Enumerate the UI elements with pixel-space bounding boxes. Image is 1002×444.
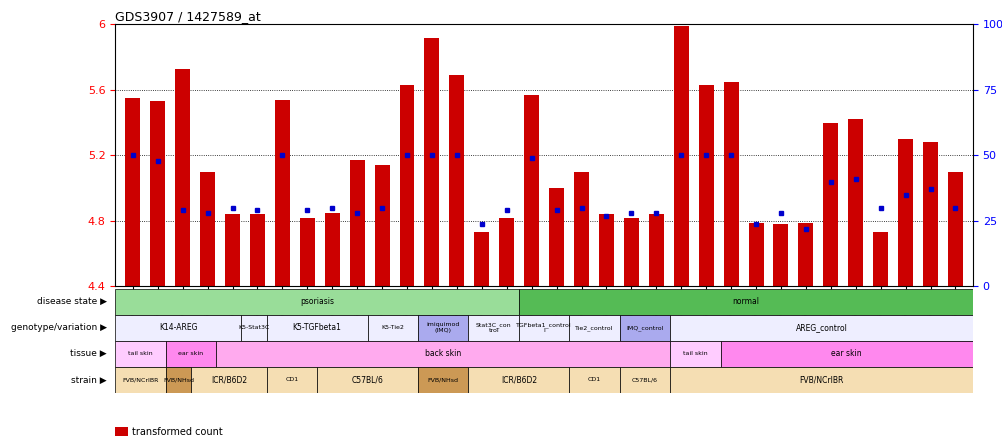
Text: K5-Stat3C: K5-Stat3C bbox=[238, 325, 270, 330]
Bar bbox=[669, 315, 972, 341]
Bar bbox=[241, 315, 267, 341]
Bar bbox=[200, 172, 214, 286]
Bar bbox=[125, 98, 140, 286]
Bar bbox=[424, 38, 439, 286]
Text: tail skin: tail skin bbox=[128, 351, 152, 357]
Bar bbox=[669, 367, 972, 393]
Text: Stat3C_con
trol: Stat3C_con trol bbox=[475, 322, 511, 333]
Text: psoriasis: psoriasis bbox=[300, 297, 334, 306]
Bar bbox=[548, 188, 563, 286]
Text: K14-AREG: K14-AREG bbox=[159, 323, 197, 332]
Text: ICR/B6D2: ICR/B6D2 bbox=[210, 375, 246, 385]
Bar bbox=[350, 160, 365, 286]
Text: GDS3907 / 1427589_at: GDS3907 / 1427589_at bbox=[115, 10, 261, 23]
Text: genotype/variation ▶: genotype/variation ▶ bbox=[11, 323, 106, 332]
Bar bbox=[873, 232, 887, 286]
Bar bbox=[798, 222, 813, 286]
Bar bbox=[947, 172, 962, 286]
Bar bbox=[573, 172, 588, 286]
Bar bbox=[747, 222, 763, 286]
Bar bbox=[325, 213, 340, 286]
Bar bbox=[499, 218, 514, 286]
Text: FVB/NCrIBR: FVB/NCrIBR bbox=[122, 377, 158, 382]
Bar bbox=[115, 289, 518, 315]
Text: FVB/NHsd: FVB/NHsd bbox=[427, 377, 458, 382]
Bar bbox=[474, 232, 489, 286]
Bar bbox=[317, 367, 418, 393]
Bar bbox=[648, 214, 663, 286]
Bar bbox=[115, 367, 165, 393]
Text: ear skin: ear skin bbox=[178, 351, 203, 357]
Bar bbox=[190, 367, 267, 393]
Text: C57BL/6: C57BL/6 bbox=[352, 375, 383, 385]
Text: ICR/B6D2: ICR/B6D2 bbox=[500, 375, 536, 385]
Text: TGFbeta1_control
l: TGFbeta1_control l bbox=[516, 322, 571, 333]
Text: CD1: CD1 bbox=[285, 377, 299, 382]
Text: ear skin: ear skin bbox=[831, 349, 862, 358]
Bar bbox=[224, 214, 239, 286]
Bar bbox=[848, 119, 863, 286]
Bar bbox=[150, 101, 165, 286]
Bar bbox=[569, 315, 619, 341]
Bar bbox=[468, 367, 569, 393]
Text: CD1: CD1 bbox=[587, 377, 600, 382]
Text: K5-Tie2: K5-Tie2 bbox=[381, 325, 404, 330]
Text: transformed count: transformed count bbox=[132, 427, 222, 436]
Bar bbox=[773, 224, 788, 286]
Bar bbox=[175, 69, 190, 286]
Bar bbox=[418, 367, 468, 393]
Text: disease state ▶: disease state ▶ bbox=[37, 297, 106, 306]
Bar bbox=[569, 367, 619, 393]
Bar bbox=[165, 367, 190, 393]
Bar bbox=[720, 341, 972, 367]
Bar bbox=[524, 95, 539, 286]
Text: imiquimod
(IMQ): imiquimod (IMQ) bbox=[426, 322, 460, 333]
Text: AREG_control: AREG_control bbox=[795, 323, 847, 332]
Text: FVB/NHsd: FVB/NHsd bbox=[162, 377, 193, 382]
Bar bbox=[216, 341, 669, 367]
Text: FVB/NCrIBR: FVB/NCrIBR bbox=[799, 375, 843, 385]
Bar bbox=[165, 341, 216, 367]
Bar bbox=[518, 315, 569, 341]
Bar bbox=[468, 315, 518, 341]
Text: Tie2_control: Tie2_control bbox=[575, 325, 613, 331]
Text: tissue ▶: tissue ▶ bbox=[70, 349, 106, 358]
Bar bbox=[267, 367, 317, 393]
Bar bbox=[449, 75, 464, 286]
Bar bbox=[374, 165, 389, 286]
Bar bbox=[249, 214, 265, 286]
Text: strain ▶: strain ▶ bbox=[71, 375, 106, 385]
Bar bbox=[669, 341, 720, 367]
Bar bbox=[619, 315, 669, 341]
Bar bbox=[115, 315, 241, 341]
Bar bbox=[115, 341, 165, 367]
Bar bbox=[518, 289, 972, 315]
Text: IMQ_control: IMQ_control bbox=[625, 325, 663, 331]
Text: normal: normal bbox=[731, 297, 759, 306]
Bar bbox=[267, 315, 367, 341]
Text: C57BL/6: C57BL/6 bbox=[631, 377, 657, 382]
Bar bbox=[922, 142, 937, 286]
Bar bbox=[399, 85, 414, 286]
Text: K5-TGFbeta1: K5-TGFbeta1 bbox=[293, 323, 342, 332]
Bar bbox=[673, 26, 688, 286]
Text: tail skin: tail skin bbox=[682, 351, 707, 357]
Bar bbox=[823, 123, 838, 286]
Bar bbox=[619, 367, 669, 393]
Bar bbox=[722, 82, 737, 286]
Bar bbox=[367, 315, 418, 341]
Bar bbox=[275, 100, 290, 286]
Bar bbox=[418, 315, 468, 341]
Bar bbox=[698, 85, 713, 286]
Text: back skin: back skin bbox=[425, 349, 461, 358]
Bar bbox=[300, 218, 315, 286]
Bar bbox=[897, 139, 912, 286]
Bar bbox=[598, 214, 613, 286]
Bar bbox=[623, 218, 638, 286]
